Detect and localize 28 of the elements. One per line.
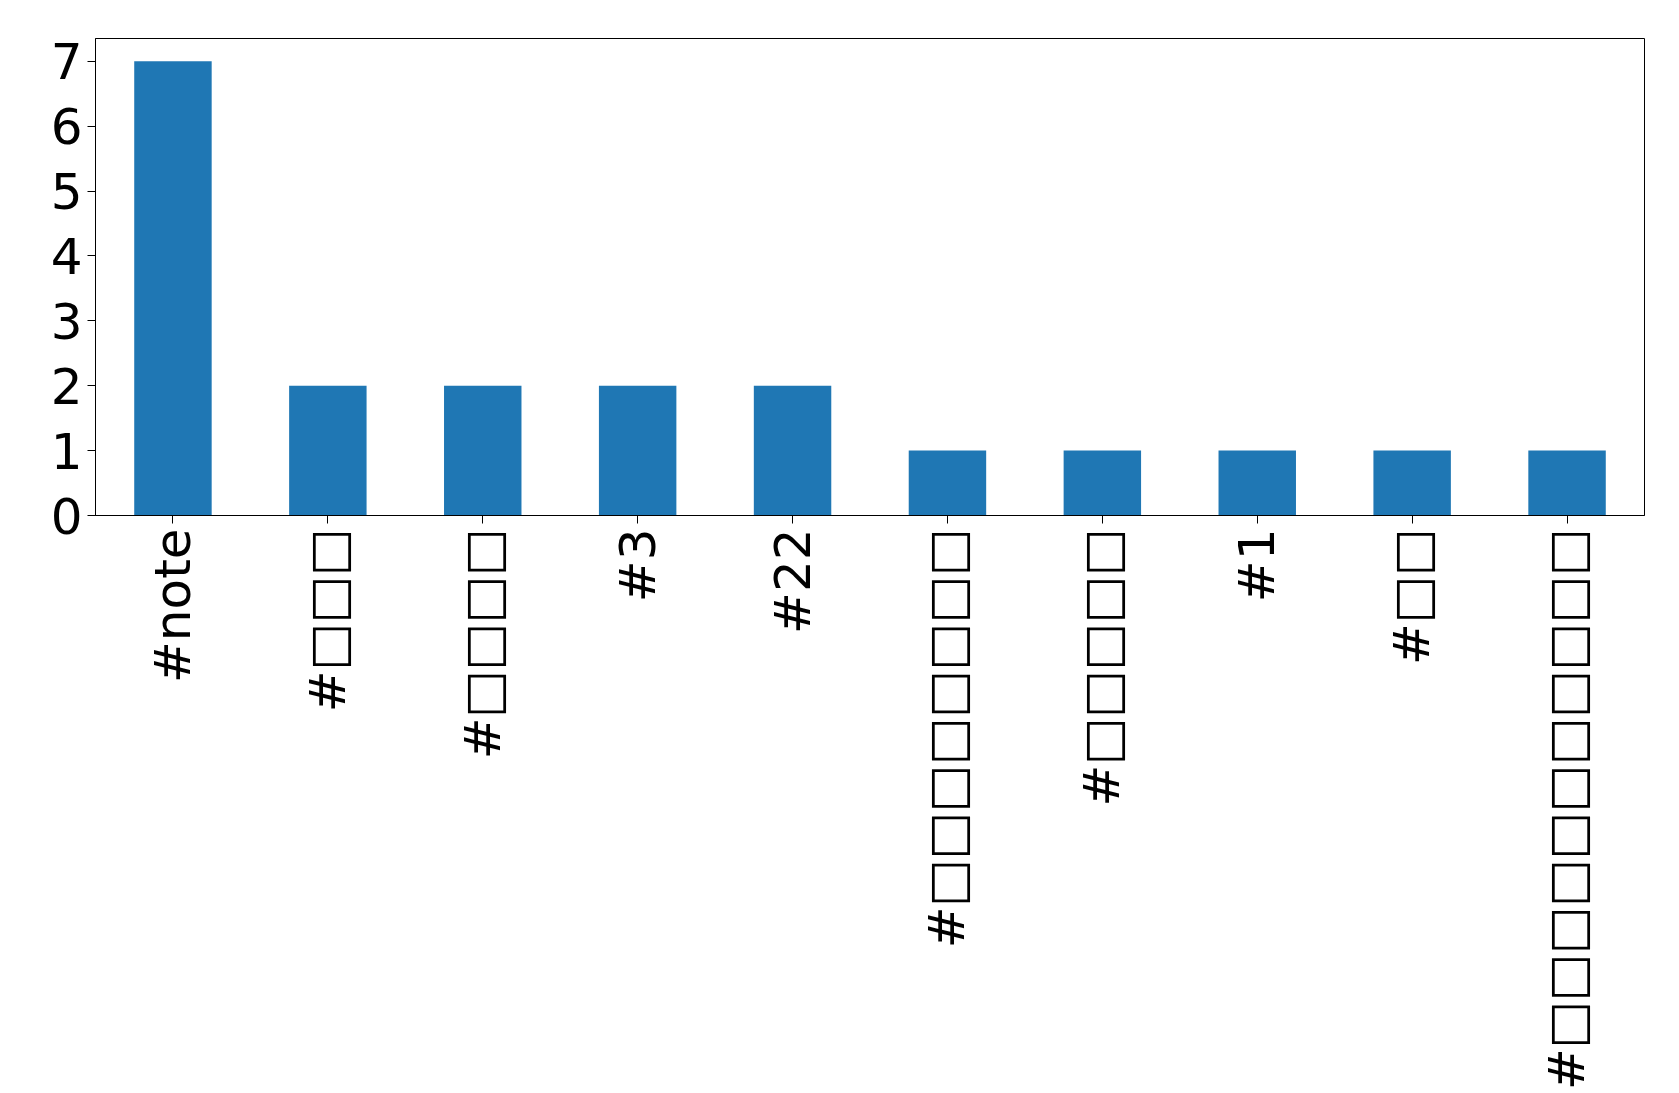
x-tick-label: #22 — [763, 528, 822, 635]
x-tick-label: #□□□ — [298, 528, 357, 713]
x-tick-label: #□□□□ — [453, 528, 512, 760]
y-tick-label: 4 — [50, 227, 83, 286]
bar — [444, 385, 522, 516]
y-tick-label: 6 — [50, 98, 83, 157]
bar — [1528, 450, 1606, 516]
bar — [598, 385, 677, 516]
x-tick-label: #3 — [608, 528, 667, 603]
y-tick-label: 7 — [50, 33, 83, 92]
bar — [753, 385, 832, 516]
bar — [1373, 450, 1451, 516]
y-tick-label: 3 — [50, 292, 83, 351]
x-tick-label: #□□□□□□□□□□□ — [1538, 528, 1597, 1091]
x-tick-label: #note — [143, 528, 202, 684]
bar — [1218, 450, 1296, 516]
x-tick-label: #□□□□□ — [1073, 528, 1132, 807]
y-tick-label: 5 — [50, 163, 83, 222]
x-tick-label: #□□ — [1383, 528, 1442, 665]
bar — [1063, 450, 1142, 516]
x-tick-label: #1 — [1228, 528, 1287, 603]
bar — [134, 61, 212, 516]
y-tick-label: 2 — [50, 357, 83, 416]
bar — [908, 450, 987, 516]
x-tick-label: #□□□□□□□□ — [918, 528, 977, 949]
y-tick-label: 0 — [50, 487, 83, 546]
bar — [289, 385, 367, 516]
y-tick-label: 1 — [50, 422, 83, 481]
